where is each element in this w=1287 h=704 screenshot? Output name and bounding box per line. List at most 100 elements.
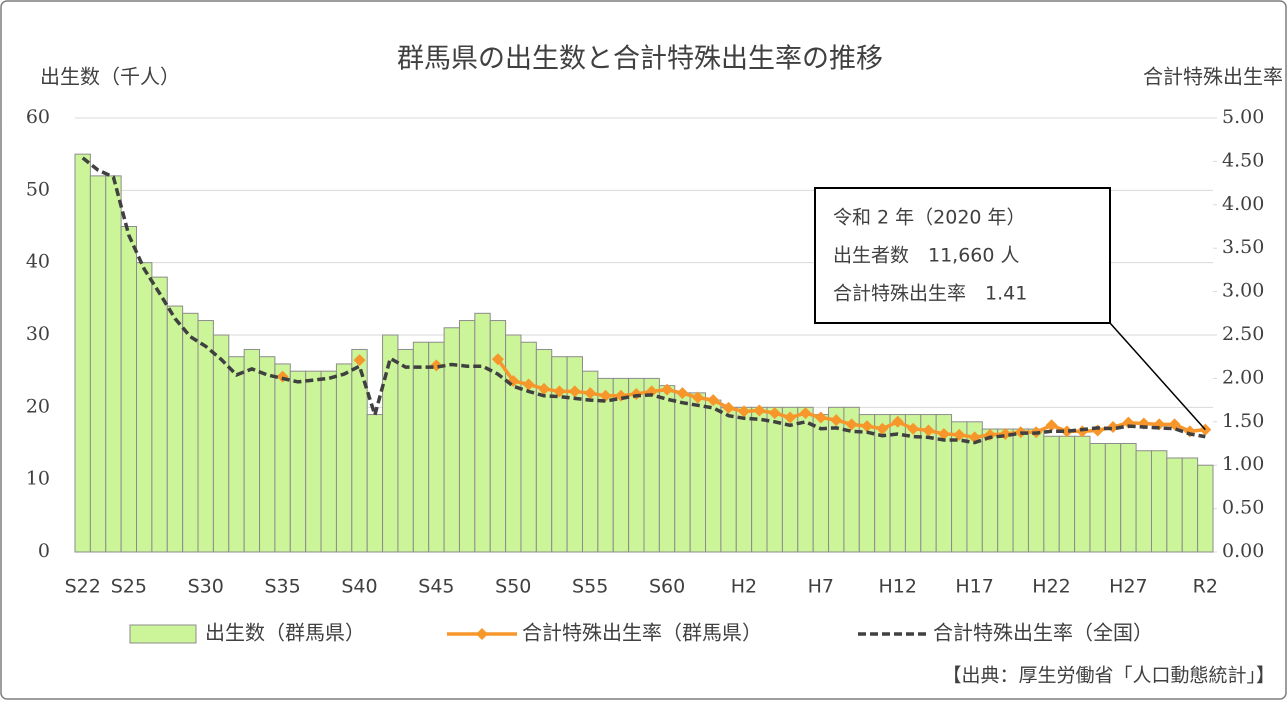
- line-marker: [691, 391, 704, 404]
- line-marker: [737, 405, 750, 418]
- x-tick-label: S25: [111, 576, 147, 598]
- bar: [520, 341, 537, 553]
- bar: [812, 414, 830, 553]
- bar: [1027, 428, 1045, 553]
- y2-tick-label: 4.00: [1222, 193, 1264, 215]
- annotation-leader: [1109, 322, 1206, 431]
- x-tick-label: S50: [495, 576, 531, 598]
- bar: [228, 356, 245, 553]
- bar: [151, 276, 168, 553]
- y-tick-label: 50: [26, 178, 50, 200]
- bar: [397, 348, 414, 553]
- bar: [1012, 428, 1029, 553]
- chart-title: 群馬県の出生数と合計特殊出生率の推移: [397, 44, 883, 75]
- y-tick-label: 60: [26, 106, 50, 128]
- bar: [274, 363, 291, 553]
- x-tick-label: H22: [1032, 576, 1070, 598]
- bar: [720, 406, 737, 553]
- line-marker: [753, 404, 766, 417]
- y-tick-label: 20: [26, 395, 50, 417]
- y-axis-label: 出生数（千人）: [40, 65, 180, 89]
- line-marker: [661, 383, 674, 396]
- bar: [1058, 435, 1076, 553]
- bar: [289, 370, 307, 553]
- line-marker: [1060, 425, 1073, 438]
- y2-tick-label: 4.50: [1222, 149, 1264, 171]
- line-marker: [507, 375, 520, 388]
- y2-tick-label: 2.50: [1222, 323, 1264, 345]
- bar: [766, 406, 783, 553]
- bar: [643, 377, 660, 553]
- bar: [320, 370, 337, 553]
- line-marker: [922, 424, 935, 437]
- bar: [797, 406, 814, 553]
- line-marker: [707, 394, 720, 407]
- bar: [412, 341, 430, 553]
- bar: [1135, 450, 1152, 553]
- x-tick-label: S22: [65, 576, 101, 598]
- line-marker: [907, 422, 920, 435]
- bar: [1181, 457, 1199, 553]
- x-tick-label: S60: [649, 576, 685, 598]
- bar: [1043, 435, 1060, 553]
- annotation-text: 令和 2 年（2020 年）: [833, 207, 1026, 229]
- line-marker: [491, 353, 504, 366]
- legend-label: 合計特殊出生率（群馬県）: [522, 621, 762, 645]
- bar: [243, 348, 261, 553]
- y-tick-label: 30: [26, 323, 50, 345]
- bar: [89, 175, 107, 553]
- bar: [781, 406, 799, 553]
- x-tick-label: S40: [341, 576, 377, 598]
- line-marker: [814, 411, 827, 424]
- line-marker: [538, 382, 551, 395]
- line-marker: [799, 407, 812, 420]
- bar: [366, 414, 384, 553]
- line-marker: [676, 387, 689, 400]
- legend-swatch: [129, 624, 197, 644]
- bar: [612, 377, 630, 553]
- bar: [751, 406, 768, 553]
- bar: [212, 334, 230, 553]
- bar: [1104, 443, 1122, 553]
- bar: [535, 348, 553, 553]
- bar: [74, 153, 91, 553]
- bar: [1150, 450, 1168, 553]
- bar: [120, 226, 138, 553]
- line-marker: [353, 354, 366, 367]
- bar: [197, 320, 214, 553]
- bar: [443, 327, 460, 553]
- legend-label: 出生数（群馬県）: [205, 621, 365, 645]
- y2-tick-label: 5.00: [1222, 106, 1264, 128]
- bar: [1120, 443, 1137, 553]
- bar: [997, 428, 1014, 553]
- bar: [474, 312, 491, 553]
- y2-tick-label: 3.50: [1222, 236, 1264, 258]
- y2-axis-label: 合計特殊出生率: [1143, 65, 1283, 89]
- line-marker: [830, 414, 843, 427]
- x-tick-label: S55: [572, 576, 608, 598]
- legend-marker: [476, 628, 488, 640]
- line-marker: [891, 415, 904, 428]
- bar: [597, 377, 614, 553]
- line-marker: [568, 385, 581, 398]
- x-tick-label: S45: [418, 576, 454, 598]
- x-tick-label: H7: [808, 576, 834, 598]
- bar: [735, 406, 753, 553]
- annotation-box: [814, 187, 1111, 324]
- bar: [689, 392, 707, 553]
- line-marker: [599, 389, 612, 402]
- line-marker: [845, 418, 858, 431]
- bar: [259, 356, 276, 553]
- bar: [1089, 443, 1106, 553]
- source-note: 【出典：厚生労働省「人口動態統計」】: [942, 665, 1275, 687]
- line-marker: [784, 411, 797, 424]
- bar: [458, 320, 476, 553]
- annotation-text: 出生者数 11,660 人: [833, 245, 1020, 267]
- line-marker: [937, 427, 950, 440]
- y2-tick-label: 0.00: [1222, 540, 1264, 562]
- bar: [182, 312, 199, 553]
- x-tick-label: H12: [879, 576, 917, 598]
- bar: [105, 175, 122, 553]
- bar: [628, 377, 645, 553]
